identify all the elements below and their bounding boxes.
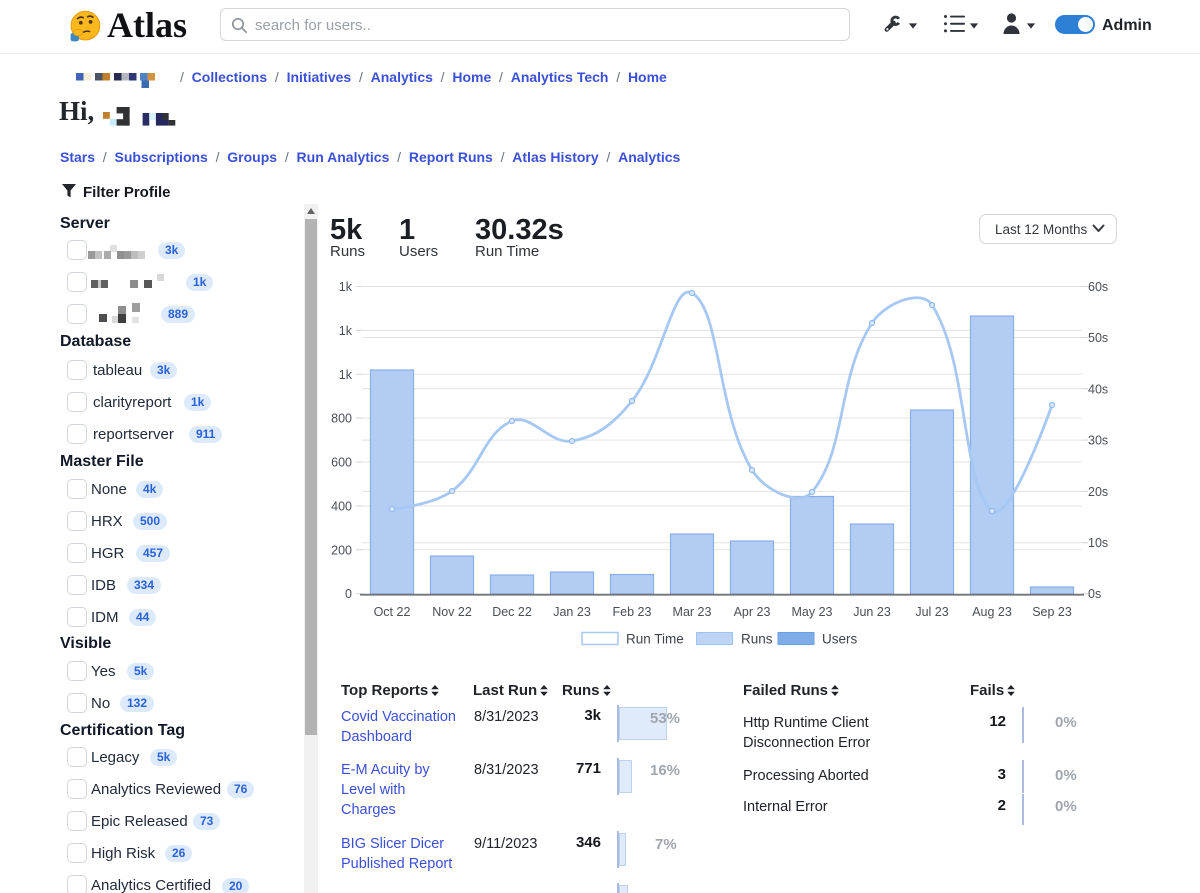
svg-text:60s: 60s — [1088, 280, 1108, 294]
svg-text:Run Time: Run Time — [626, 632, 684, 647]
svg-text:Oct 22: Oct 22 — [374, 605, 411, 619]
svg-text:Nov 22: Nov 22 — [432, 605, 472, 619]
svg-text:10s: 10s — [1088, 536, 1108, 550]
svg-text:Jul 23: Jul 23 — [915, 605, 948, 619]
svg-text:Runs: Runs — [741, 632, 773, 647]
svg-text:800: 800 — [331, 412, 352, 426]
svg-text:1k: 1k — [339, 280, 353, 294]
svg-text:1k: 1k — [339, 368, 353, 382]
svg-text:0: 0 — [345, 587, 352, 601]
svg-text:Jun 23: Jun 23 — [853, 605, 891, 619]
svg-text:Aug 23: Aug 23 — [972, 605, 1012, 619]
svg-text:Dec 22: Dec 22 — [492, 605, 532, 619]
svg-text:20s: 20s — [1088, 485, 1108, 499]
svg-text:Users: Users — [822, 632, 858, 647]
svg-text:600: 600 — [331, 456, 352, 470]
svg-text:0s: 0s — [1088, 587, 1101, 601]
svg-text:May 23: May 23 — [792, 605, 833, 619]
svg-text:Sep 23: Sep 23 — [1032, 605, 1072, 619]
svg-text:Feb 23: Feb 23 — [613, 605, 652, 619]
svg-text:400: 400 — [331, 499, 352, 513]
svg-text:1k: 1k — [339, 324, 353, 338]
svg-text:50s: 50s — [1088, 331, 1108, 345]
svg-text:30s: 30s — [1088, 434, 1108, 448]
svg-text:Jan 23: Jan 23 — [553, 605, 591, 619]
svg-text:40s: 40s — [1088, 382, 1108, 396]
svg-text:Apr 23: Apr 23 — [734, 605, 771, 619]
svg-text:200: 200 — [331, 543, 352, 557]
svg-text:Mar 23: Mar 23 — [673, 605, 712, 619]
